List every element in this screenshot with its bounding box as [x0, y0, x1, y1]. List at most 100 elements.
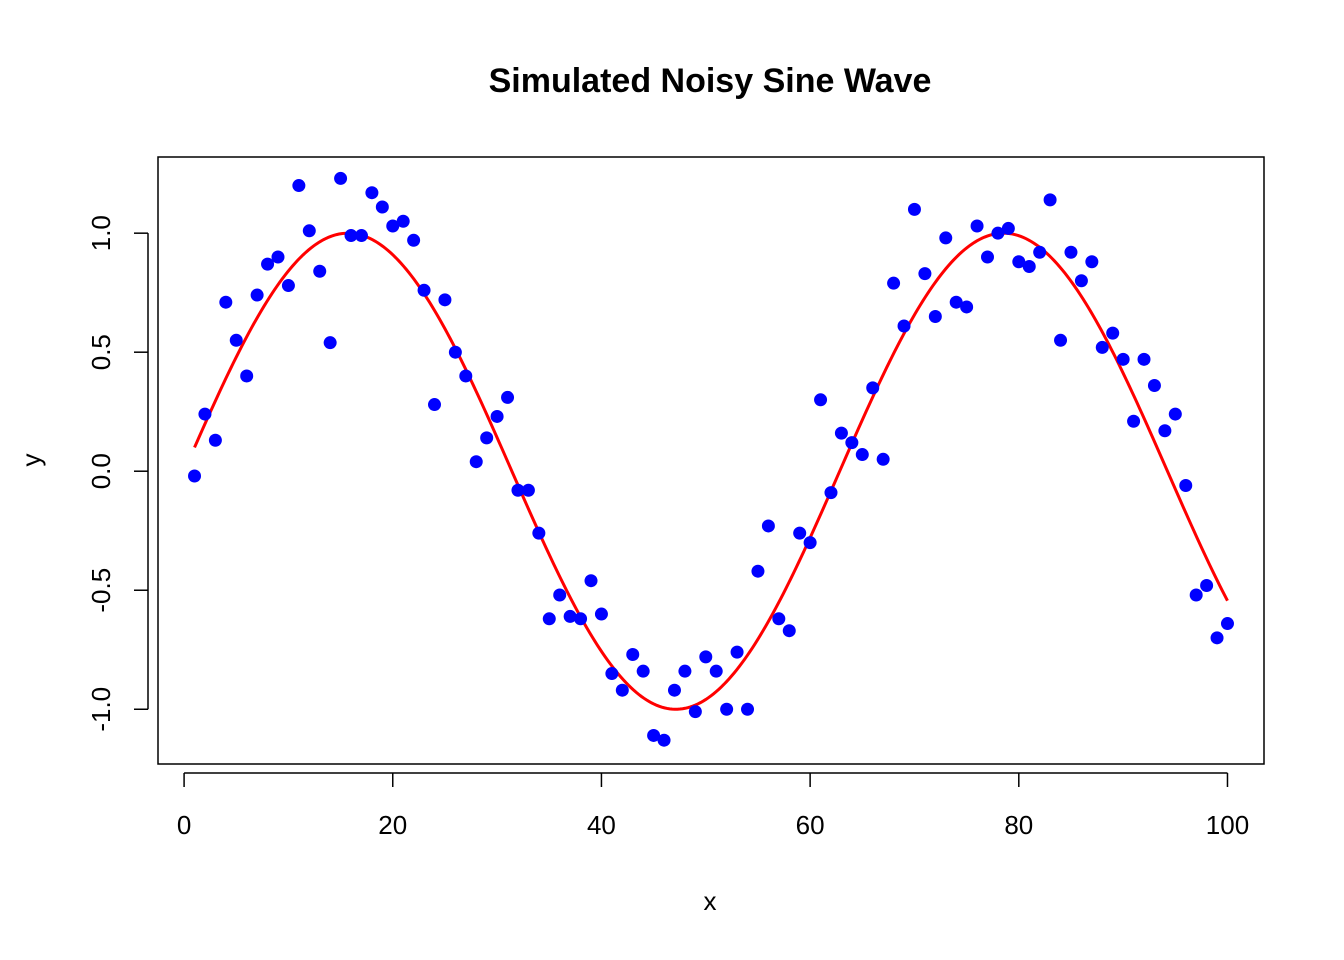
data-point [302, 224, 316, 238]
data-point [688, 705, 702, 719]
x-tick-label: 100 [1206, 810, 1249, 840]
y-tick-label: 0.5 [86, 334, 116, 370]
data-point [344, 229, 358, 243]
data-point [281, 279, 295, 293]
data-point [761, 519, 775, 533]
data-point [594, 607, 608, 621]
data-point [1012, 255, 1026, 269]
data-point [1200, 578, 1214, 592]
data-point [417, 283, 431, 297]
data-point [939, 231, 953, 245]
data-point [584, 574, 598, 588]
data-point [292, 179, 306, 193]
data-point [636, 664, 650, 678]
data-point [1106, 326, 1120, 340]
data-point [709, 664, 723, 678]
data-point [782, 624, 796, 638]
data-point [824, 486, 838, 500]
data-point [563, 609, 577, 623]
data-point [396, 214, 410, 228]
data-point [866, 381, 880, 395]
data-point [814, 393, 828, 407]
data-point [928, 309, 942, 323]
data-point [730, 645, 744, 659]
data-point [981, 250, 994, 264]
data-point [751, 564, 765, 578]
plot-area-border [157, 156, 1265, 765]
data-point [615, 683, 629, 697]
data-point [1033, 245, 1047, 259]
data-point [1179, 478, 1193, 492]
y-axis-label: y [16, 454, 46, 467]
data-point [532, 526, 546, 540]
data-point [553, 588, 567, 602]
data-point [375, 200, 389, 214]
data-point [386, 219, 400, 233]
sine-curve-series [193, 231, 1229, 711]
chart-title: Simulated Noisy Sine Wave [489, 62, 932, 100]
y-tick-label: -0.5 [86, 568, 116, 613]
data-point [208, 433, 222, 447]
x-tick-label: 40 [587, 810, 616, 840]
data-point [845, 436, 859, 450]
data-point [803, 536, 817, 550]
data-point [1147, 379, 1161, 393]
sine-curve-line [193, 231, 1229, 711]
x-tick-label: 0 [177, 810, 191, 840]
data-point [198, 407, 212, 421]
data-point [313, 264, 327, 278]
data-point [501, 390, 515, 404]
data-point [511, 483, 525, 497]
data-point [626, 648, 640, 661]
data-point [271, 250, 285, 264]
data-point [605, 667, 619, 681]
data-point [1064, 245, 1078, 259]
data-point [1210, 631, 1224, 645]
data-point [647, 728, 661, 742]
data-point [480, 431, 494, 445]
data-point [887, 276, 901, 290]
y-tick-label: 1.0 [86, 215, 116, 251]
data-point [907, 202, 921, 216]
data-point [876, 452, 890, 466]
data-point [1074, 274, 1088, 288]
data-point [657, 733, 671, 747]
data-point [1158, 424, 1172, 438]
x-tick-label: 20 [378, 810, 407, 840]
data-point [1220, 617, 1234, 631]
x-tick-label: 80 [1004, 810, 1033, 840]
data-point [219, 295, 233, 309]
x-axis-label: x [704, 886, 717, 916]
data-point [720, 702, 734, 716]
data-point [448, 345, 462, 359]
data-point [428, 398, 441, 412]
data-point [793, 526, 807, 540]
x-axis: 0 20 40 60 80 100 [177, 772, 1249, 840]
data-point [1022, 260, 1036, 273]
data-points-series [188, 171, 1234, 747]
data-point [667, 683, 681, 697]
data-point [334, 171, 348, 185]
data-point [323, 336, 337, 350]
data-point [1054, 333, 1068, 347]
y-tick-label: 0.0 [86, 453, 116, 489]
data-point [1116, 352, 1130, 366]
data-point [240, 369, 254, 383]
data-point [365, 186, 379, 200]
x-tick-label: 60 [796, 810, 825, 840]
data-point [490, 409, 504, 423]
data-point [1085, 255, 1099, 269]
data-point [991, 226, 1005, 240]
data-point [960, 300, 974, 314]
y-tick-label: -1.0 [86, 687, 116, 732]
data-point [574, 612, 588, 626]
y-axis: -1.0 -0.5 0.0 0.5 1.0 [86, 215, 149, 732]
data-point [1043, 193, 1057, 207]
data-point [1001, 221, 1015, 235]
data-point [1127, 414, 1141, 428]
data-point [542, 612, 556, 626]
data-point [699, 650, 713, 664]
data-point [772, 612, 786, 626]
data-point [188, 469, 202, 483]
